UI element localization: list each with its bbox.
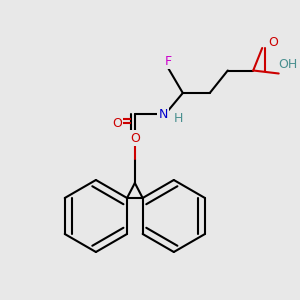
Text: O: O — [268, 35, 278, 49]
Text: O: O — [112, 116, 122, 130]
Text: O: O — [130, 131, 140, 145]
Text: OH: OH — [278, 58, 297, 71]
Text: N: N — [159, 107, 168, 121]
Text: F: F — [164, 55, 171, 68]
Text: H: H — [174, 112, 183, 125]
